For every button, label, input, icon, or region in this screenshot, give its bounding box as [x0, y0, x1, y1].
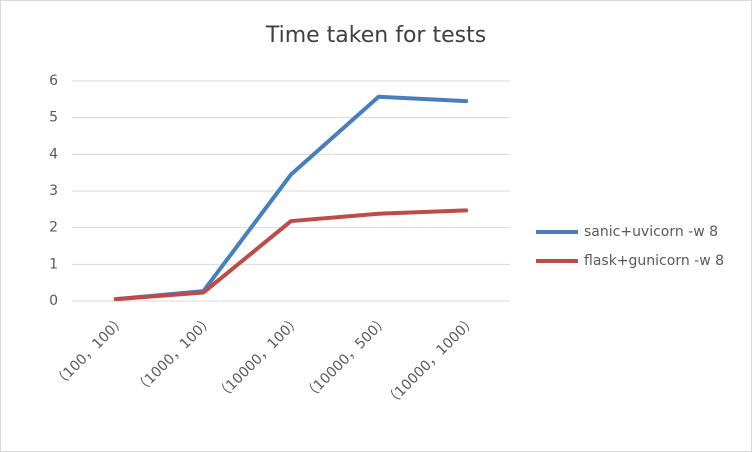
y-tick-label: 3: [49, 183, 58, 199]
y-tick-label: 6: [49, 73, 58, 89]
y-tick-label: 4: [49, 146, 58, 162]
legend-label: sanic+uvicorn -w 8: [584, 224, 718, 240]
legend-label: flask+gunicorn -w 8: [584, 253, 724, 269]
y-tick-label: 1: [49, 256, 58, 272]
series-line: [113, 208, 469, 302]
y-tick-label: 0: [49, 293, 58, 309]
chart-title: Time taken for tests: [265, 23, 486, 48]
y-tick-label: 2: [49, 220, 58, 236]
y-tick-label: 5: [49, 110, 58, 126]
